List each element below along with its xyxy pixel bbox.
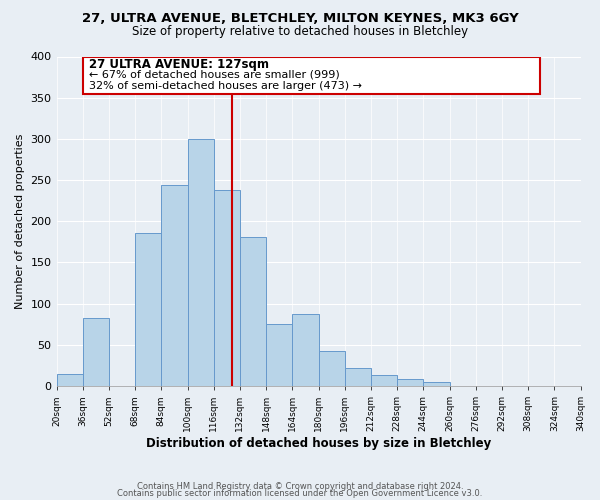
Bar (240, 237, 266, 386)
FancyBboxPatch shape (83, 56, 539, 94)
Y-axis label: Number of detached properties: Number of detached properties (15, 134, 25, 309)
Text: ← 67% of detached houses are smaller (999): ← 67% of detached houses are smaller (99… (89, 70, 340, 80)
Bar (371, 376, 397, 386)
Bar (188, 139, 214, 386)
Bar (135, 233, 161, 386)
Bar (214, 190, 240, 386)
Bar (56, 374, 83, 386)
Text: Size of property relative to detached houses in Bletchley: Size of property relative to detached ho… (132, 25, 468, 38)
Text: 27, ULTRA AVENUE, BLETCHLEY, MILTON KEYNES, MK3 6GY: 27, ULTRA AVENUE, BLETCHLEY, MILTON KEYN… (82, 12, 518, 26)
Bar (266, 324, 292, 386)
Bar (345, 368, 371, 386)
Bar (424, 382, 449, 386)
Bar (397, 380, 424, 386)
Text: Contains public sector information licensed under the Open Government Licence v3: Contains public sector information licen… (118, 488, 482, 498)
Text: 27 ULTRA AVENUE: 127sqm: 27 ULTRA AVENUE: 127sqm (89, 58, 269, 71)
Text: Contains HM Land Registry data © Crown copyright and database right 2024.: Contains HM Land Registry data © Crown c… (137, 482, 463, 491)
Bar (161, 185, 188, 386)
Bar (319, 352, 345, 386)
Text: 32% of semi-detached houses are larger (473) →: 32% of semi-detached houses are larger (… (89, 81, 362, 91)
Bar (83, 318, 109, 386)
X-axis label: Distribution of detached houses by size in Bletchley: Distribution of detached houses by size … (146, 437, 491, 450)
Bar (292, 314, 319, 386)
